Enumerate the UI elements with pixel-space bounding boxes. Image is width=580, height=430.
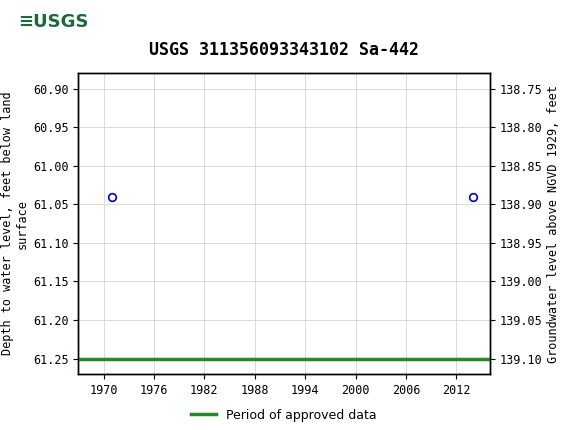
Text: ≡USGS: ≡USGS [18,12,89,31]
Y-axis label: Groundwater level above NGVD 1929, feet: Groundwater level above NGVD 1929, feet [547,85,560,362]
Bar [3,3,104,42]
Text: USGS 311356093343102 Sa-442: USGS 311356093343102 Sa-442 [149,41,419,59]
Legend: Period of approved data: Period of approved data [186,403,382,427]
Y-axis label: Depth to water level, feet below land
surface: Depth to water level, feet below land su… [1,92,29,356]
